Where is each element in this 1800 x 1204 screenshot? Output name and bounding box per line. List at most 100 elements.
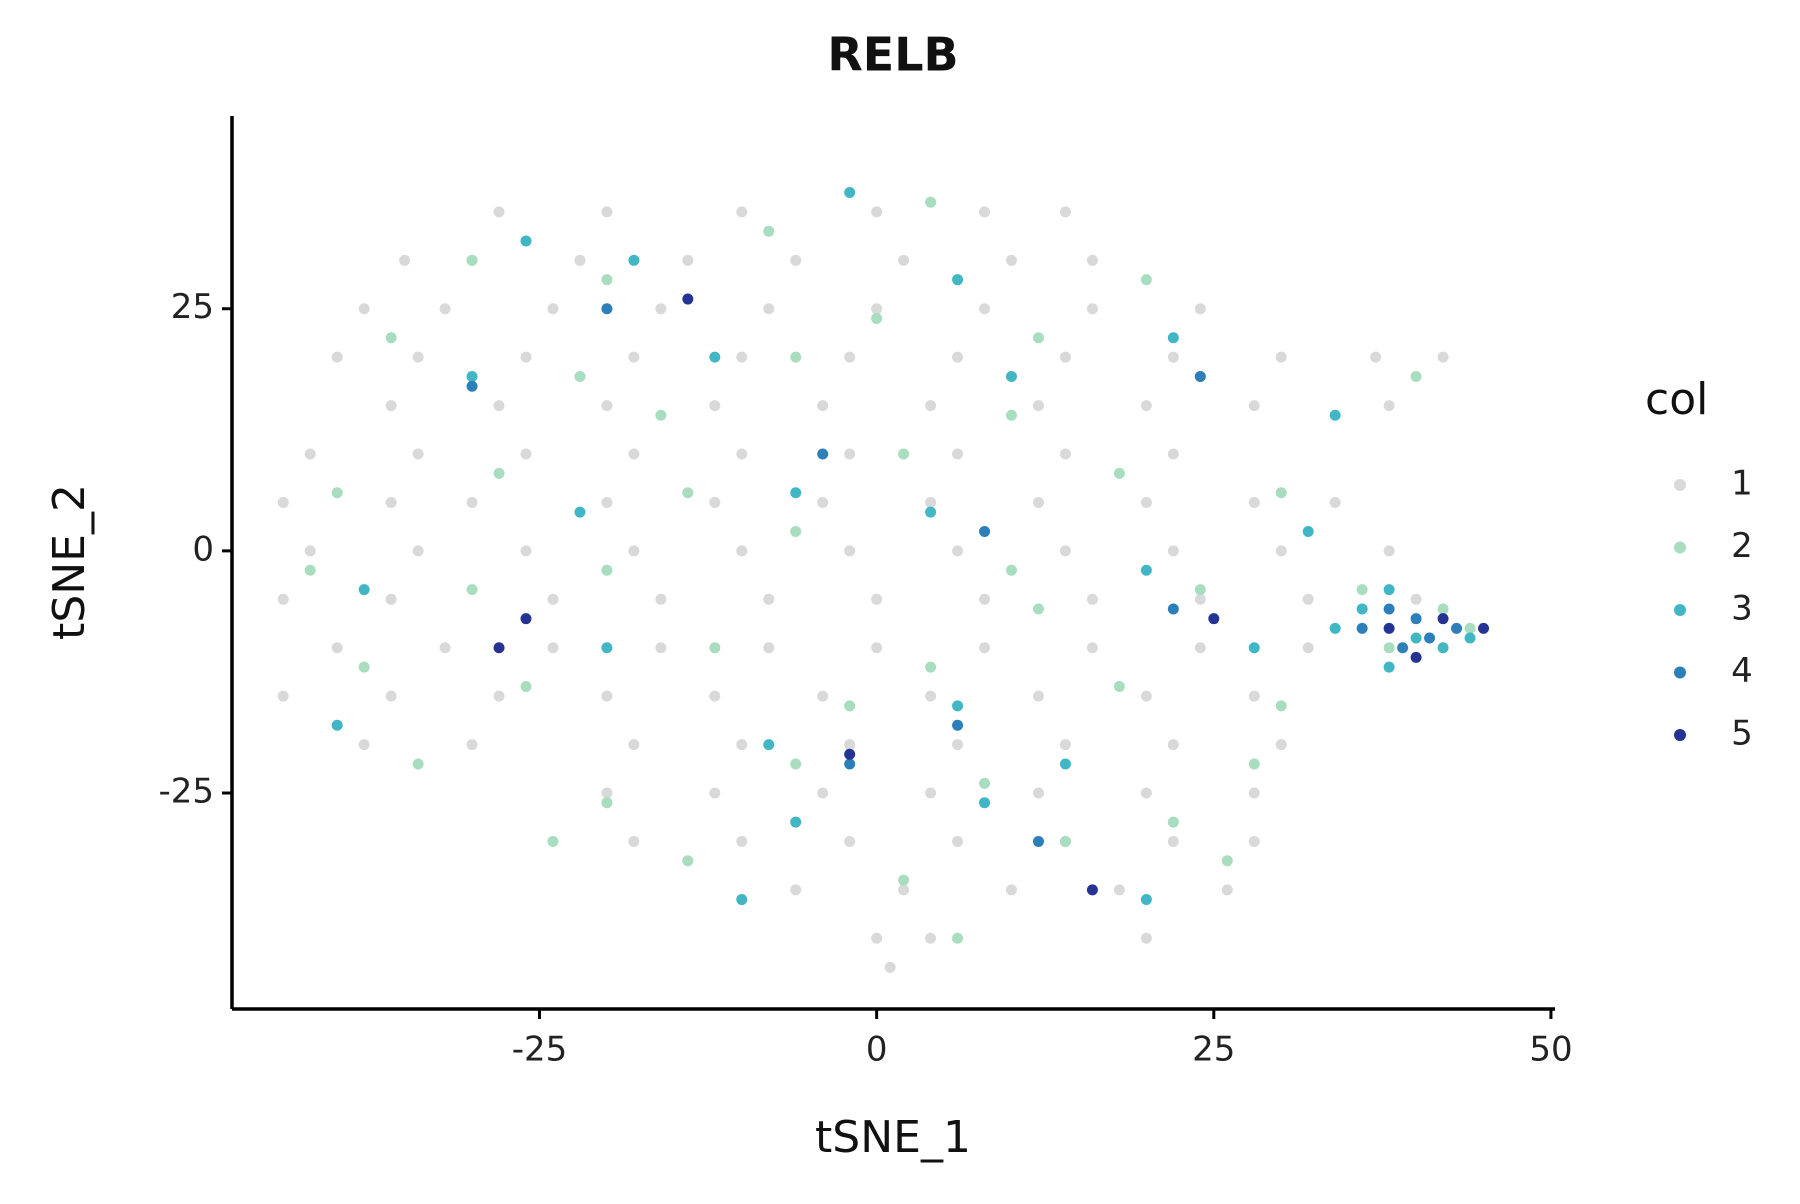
point — [844, 700, 856, 712]
point — [1275, 545, 1287, 557]
point — [1329, 409, 1341, 421]
point — [331, 642, 343, 654]
point — [844, 448, 856, 460]
point — [1478, 622, 1490, 634]
point — [1194, 371, 1206, 383]
point — [1221, 884, 1233, 896]
point — [1383, 545, 1395, 557]
point — [1059, 545, 1071, 557]
legend-label: 5 — [1731, 714, 1753, 754]
point — [1140, 564, 1152, 576]
x-tick-label: -25 — [512, 1030, 568, 1070]
point — [1113, 884, 1125, 896]
point — [763, 593, 775, 605]
point — [925, 661, 937, 673]
point — [412, 448, 424, 460]
point — [925, 690, 937, 702]
point — [952, 351, 964, 363]
point — [1167, 332, 1179, 344]
point — [493, 690, 505, 702]
point — [1410, 651, 1422, 663]
point — [493, 400, 505, 412]
point — [547, 642, 559, 654]
point — [1086, 642, 1098, 654]
point — [1113, 467, 1125, 479]
point — [925, 496, 937, 508]
point — [1140, 496, 1152, 508]
point — [574, 506, 586, 518]
point — [1059, 351, 1071, 363]
point — [1059, 448, 1071, 460]
point — [520, 613, 532, 625]
point — [1194, 593, 1206, 605]
point — [952, 932, 964, 944]
point — [1113, 680, 1125, 692]
point — [277, 496, 289, 508]
point — [1167, 603, 1179, 615]
point — [493, 467, 505, 479]
x-tick-label: 25 — [1192, 1030, 1235, 1070]
point — [1410, 593, 1422, 605]
point — [466, 584, 478, 596]
point — [736, 835, 748, 847]
legend-marker — [1674, 541, 1686, 554]
point — [601, 642, 613, 654]
point — [1302, 593, 1314, 605]
point — [601, 274, 613, 286]
point — [844, 351, 856, 363]
point — [817, 448, 829, 460]
point — [979, 797, 991, 809]
point — [1383, 622, 1395, 634]
point — [871, 932, 883, 944]
point — [547, 835, 559, 847]
point — [439, 303, 451, 315]
point — [1086, 303, 1098, 315]
point — [1383, 400, 1395, 412]
point — [1032, 496, 1044, 508]
point — [1006, 409, 1018, 421]
point — [979, 593, 991, 605]
point — [331, 351, 343, 363]
point — [1221, 855, 1233, 867]
point — [1329, 622, 1341, 634]
legend-title: col — [1645, 374, 1708, 425]
point — [277, 593, 289, 605]
point — [628, 739, 640, 751]
point — [331, 487, 343, 499]
point — [601, 797, 613, 809]
point — [790, 816, 802, 828]
point — [601, 303, 613, 315]
point — [399, 254, 411, 266]
point — [601, 564, 613, 576]
point — [1006, 371, 1018, 383]
point — [574, 254, 586, 266]
point — [1086, 254, 1098, 266]
legend-label: 1 — [1731, 464, 1753, 504]
point — [925, 506, 937, 518]
point — [844, 835, 856, 847]
point — [1248, 787, 1260, 799]
point — [628, 448, 640, 460]
point — [628, 351, 640, 363]
point — [1437, 642, 1449, 654]
point — [1383, 603, 1395, 615]
point — [358, 303, 370, 315]
point — [682, 855, 694, 867]
point — [1410, 371, 1422, 383]
point — [763, 739, 775, 751]
point — [1032, 835, 1044, 847]
point — [682, 487, 694, 499]
point — [601, 787, 613, 799]
point — [736, 351, 748, 363]
point — [1275, 351, 1287, 363]
point — [628, 254, 640, 266]
x-axis-title: tSNE_1 — [815, 1112, 971, 1163]
point — [1194, 303, 1206, 315]
y-tick-label: 25 — [171, 287, 214, 327]
point — [412, 351, 424, 363]
legend-marker — [1674, 666, 1686, 679]
point — [358, 739, 370, 751]
point — [520, 448, 532, 460]
point — [1032, 690, 1044, 702]
point — [385, 332, 397, 344]
